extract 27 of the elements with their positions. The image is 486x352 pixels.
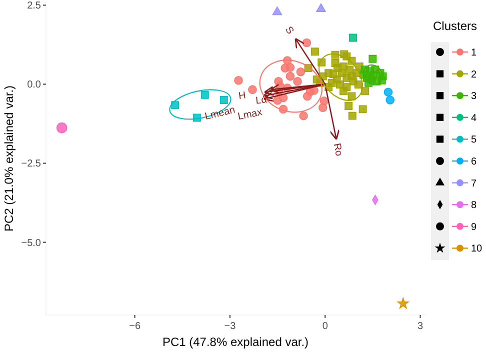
legend-label: 1 xyxy=(471,48,477,58)
legend-label: 3 xyxy=(471,91,477,102)
legend-title: Clusters xyxy=(433,19,478,33)
x-tick-label: 3 xyxy=(417,321,424,332)
x-axis-title: PC1 (47.8% explained var.) xyxy=(162,335,309,349)
legend-label: 4 xyxy=(471,112,477,124)
legend-label: 7 xyxy=(471,178,477,190)
y-tick-label: −2.5 xyxy=(21,158,42,170)
y-axis-title: PC2 (21.0% explained var.) xyxy=(2,85,16,232)
legend-label: 10 xyxy=(471,244,483,255)
legend-label: 2 xyxy=(471,69,477,80)
annotation: S xyxy=(282,24,296,37)
annotation: Lmean xyxy=(204,104,236,123)
y-tick-label: 2.5 xyxy=(27,0,42,12)
y-tick-label: 0.0 xyxy=(27,80,42,91)
legend-label: 9 xyxy=(471,222,477,233)
x-tick-label: −6 xyxy=(129,321,141,332)
x-tick-label: 0 xyxy=(322,321,328,332)
y-tick-label: −5.0 xyxy=(21,238,42,249)
legend-label: 5 xyxy=(471,134,477,146)
annotation: Lα xyxy=(255,94,268,107)
annotation: H xyxy=(238,90,247,102)
annotation: Lmax xyxy=(237,107,264,123)
annotation: Ro xyxy=(330,142,344,158)
x-tick-label: −3 xyxy=(224,321,236,332)
legend-label: 6 xyxy=(471,156,477,168)
legend-label: 8 xyxy=(471,200,477,212)
